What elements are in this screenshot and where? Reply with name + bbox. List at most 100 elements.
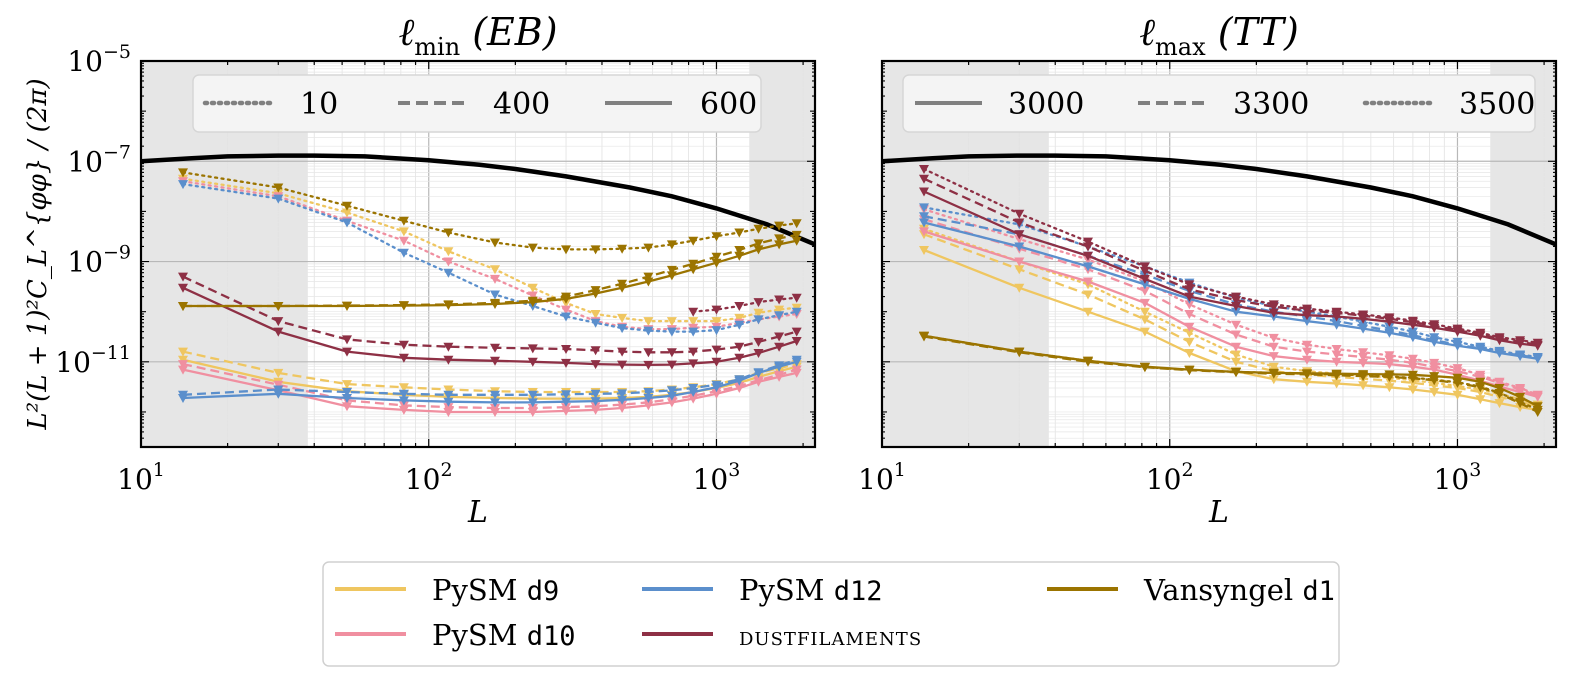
series-marker — [1268, 342, 1279, 352]
series-marker — [590, 289, 601, 299]
series-marker — [443, 257, 454, 267]
series-marker — [527, 291, 538, 301]
series-marker — [1268, 352, 1279, 362]
series-line — [922, 167, 1539, 344]
series-marker — [443, 342, 454, 352]
series-marker — [1331, 370, 1342, 380]
series-marker — [1184, 328, 1195, 338]
legend-label-dustfilaments: dustfilaments — [739, 622, 922, 652]
series-marker — [1429, 388, 1440, 397]
series-marker — [1532, 405, 1543, 415]
series-marker — [1014, 230, 1025, 240]
series-marker — [666, 271, 677, 281]
series-marker — [590, 310, 601, 319]
series-marker — [688, 327, 699, 337]
series-marker — [1139, 327, 1150, 337]
series-marker — [1184, 300, 1195, 310]
panel-ellmin-eb: ℓmin (EB) L L²(L + 1)²C_L^{φφ} / (2π) 10… — [23, 10, 817, 530]
x-axis-label: L — [1208, 495, 1229, 530]
series-line — [922, 206, 1539, 359]
series-marker — [273, 327, 284, 337]
series-marker — [561, 305, 571, 315]
series-marker — [398, 248, 409, 258]
series-marker — [1452, 324, 1463, 334]
series-marker — [711, 389, 722, 399]
series-marker — [527, 357, 538, 367]
series-marker — [711, 252, 722, 262]
series-marker — [643, 277, 654, 287]
y-tick-labels: 10−5 10−7 10−9 10−11 — [55, 41, 131, 379]
lensing-signal-curve — [882, 153, 1556, 247]
series-marker — [1407, 327, 1418, 337]
series-marker — [1407, 354, 1418, 364]
series-marker — [342, 218, 352, 228]
series-dustfilaments-dashed — [178, 272, 802, 358]
series-marker — [1139, 315, 1150, 325]
series-marker — [1302, 311, 1312, 321]
series-marker — [561, 390, 571, 400]
series-marker — [617, 324, 628, 334]
series-marker — [1384, 383, 1395, 393]
series-marker — [398, 227, 409, 237]
x-tick-label: 101 — [858, 459, 906, 496]
series-marker — [734, 384, 745, 393]
series-marker — [590, 245, 601, 255]
series-marker — [1014, 283, 1025, 293]
signal-line — [882, 153, 1556, 247]
series-marker — [1452, 337, 1463, 347]
series-marker — [1407, 373, 1418, 383]
series-marker — [1494, 384, 1505, 393]
panel-title: ℓmax (TT) — [1139, 10, 1299, 61]
series-marker — [734, 251, 745, 261]
series-marker — [490, 274, 500, 284]
x-tick-label: 103 — [1434, 459, 1482, 496]
series-marker — [1139, 298, 1150, 308]
series-marker — [1384, 372, 1395, 382]
series-marker — [666, 386, 677, 396]
series-marker — [342, 380, 352, 390]
series-marker — [561, 397, 571, 407]
series-marker — [1083, 262, 1093, 272]
series-marker — [1429, 333, 1440, 343]
series-marker — [1268, 375, 1279, 385]
series-marker — [688, 259, 699, 269]
series-marker — [443, 355, 454, 365]
series-marker — [734, 313, 745, 323]
series-marker — [1139, 262, 1150, 272]
series-marker — [561, 245, 571, 255]
series-marker — [711, 232, 722, 242]
series-marker — [753, 245, 764, 255]
series-marker — [774, 234, 785, 244]
series-marker — [590, 397, 601, 407]
legend-label-10: 10 — [300, 87, 338, 122]
series-marker — [1231, 342, 1241, 352]
series-marker — [1429, 358, 1440, 368]
series-marker — [1231, 350, 1241, 360]
series-marker — [1532, 353, 1543, 362]
series-marker — [1475, 342, 1486, 352]
series-marker — [342, 201, 352, 211]
series-marker — [1302, 317, 1312, 327]
series-marker — [490, 300, 500, 309]
series-marker — [1139, 363, 1150, 372]
series-line — [922, 334, 1539, 412]
series-marker — [1268, 308, 1279, 318]
series-d10-dotted — [919, 205, 1543, 400]
series-marker — [617, 360, 628, 370]
series-marker — [1014, 257, 1025, 267]
series-marker — [342, 388, 352, 397]
series-marker — [1014, 242, 1025, 252]
series-marker — [711, 326, 722, 336]
series-line — [923, 215, 1538, 359]
series-marker — [590, 360, 601, 370]
series-marker — [774, 311, 785, 321]
series-line — [923, 190, 1538, 347]
series-marker — [1184, 280, 1195, 290]
series-marker — [1184, 310, 1195, 319]
series-marker — [774, 362, 785, 372]
series-marker — [643, 326, 654, 336]
series-marker — [490, 343, 500, 353]
series-marker — [753, 377, 764, 387]
series-marker — [734, 246, 745, 255]
